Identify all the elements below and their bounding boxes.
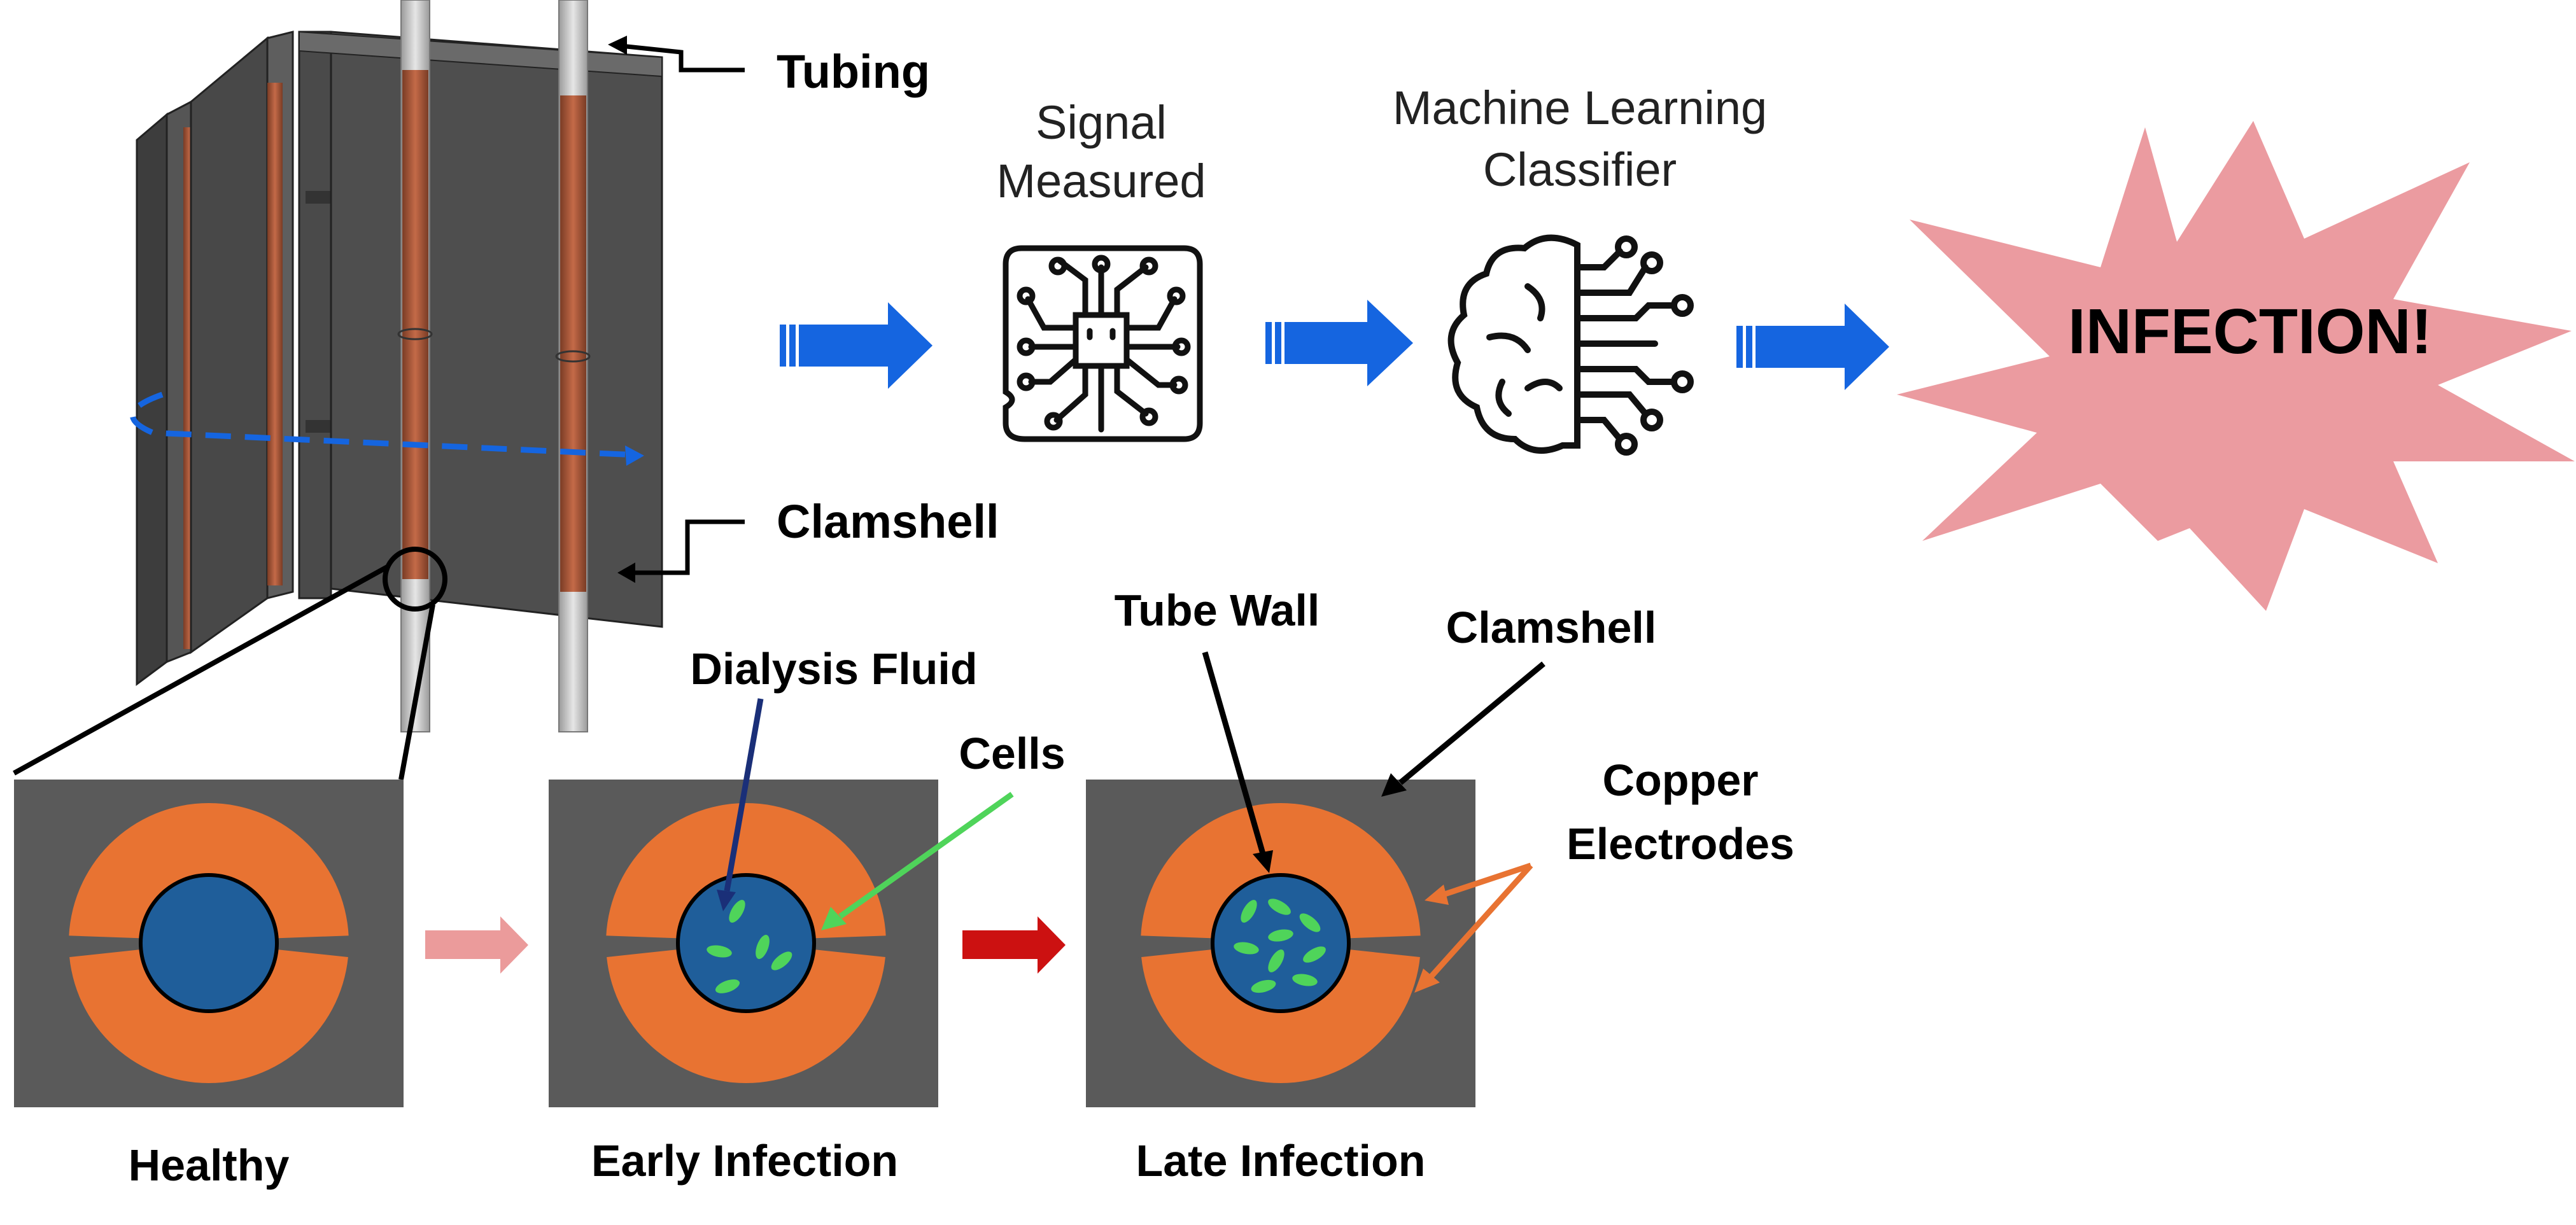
tube-wall-label: Tube Wall [1115, 585, 1320, 635]
signal-label-line2: Measured [996, 155, 1206, 207]
brain-circuit-icon [1447, 234, 1694, 456]
panel-healthy [14, 780, 404, 1107]
panel-healthy-label: Healthy [129, 1140, 290, 1190]
tubing-callout: Tubing [608, 36, 930, 98]
flow-arrow-2 [1265, 300, 1413, 386]
early-fluid [676, 873, 816, 1013]
ml-label-line1: Machine Learning [1393, 81, 1767, 134]
dialysis-fluid-callout: Dialysis Fluid [690, 644, 978, 911]
healthy-fluid [139, 873, 279, 1013]
copper-label-line2: Electrodes [1566, 819, 1794, 869]
rotation-arrow [130, 391, 637, 458]
magnifier-circle [383, 547, 447, 612]
early-cells [707, 900, 792, 993]
copper-electrodes-callout: Copper Electrodes [1414, 755, 1794, 993]
flow-arrow-3 [1736, 304, 1889, 390]
tubing-label: Tubing [777, 45, 930, 98]
infection-result: INFECTION! [2068, 296, 2432, 367]
panel-late-infection [1086, 780, 1475, 1107]
infection-starburst: INFECTION! [1897, 121, 2575, 611]
flow-arrow-1 [780, 302, 933, 389]
panel-early-infection [549, 780, 938, 1107]
clamshell-section-callout: Clamshell [1381, 603, 1656, 797]
ml-label-line2: Classifier [1483, 143, 1677, 196]
late-cells [1234, 899, 1326, 993]
starburst-shape [1897, 121, 2575, 611]
cells-callout: Cells [821, 729, 1066, 930]
clamshell-section-label: Clamshell [1446, 603, 1657, 652]
hinge-column [298, 31, 332, 599]
cells-label: Cells [959, 729, 1065, 778]
progress-arrow-2 [962, 916, 1066, 974]
late-fluid [1211, 873, 1351, 1013]
clamshell-device-label: Clamshell [777, 495, 999, 548]
panel-early-label: Early Infection [591, 1136, 898, 1186]
signal-label-line1: Signal [1036, 96, 1167, 149]
clamshell-device-callout: Clamshell [617, 495, 999, 583]
dialysis-fluid-label: Dialysis Fluid [690, 644, 977, 694]
copper-label-line1: Copper [1603, 755, 1759, 805]
tube-wall-callout: Tube Wall [1115, 585, 1320, 873]
main-plate [330, 31, 663, 628]
clamshell-device [13, 0, 663, 780]
circuit-chip-icon [1003, 245, 1203, 442]
progress-arrow-1 [425, 916, 528, 974]
panel-late-label: Late Infection [1136, 1136, 1425, 1186]
